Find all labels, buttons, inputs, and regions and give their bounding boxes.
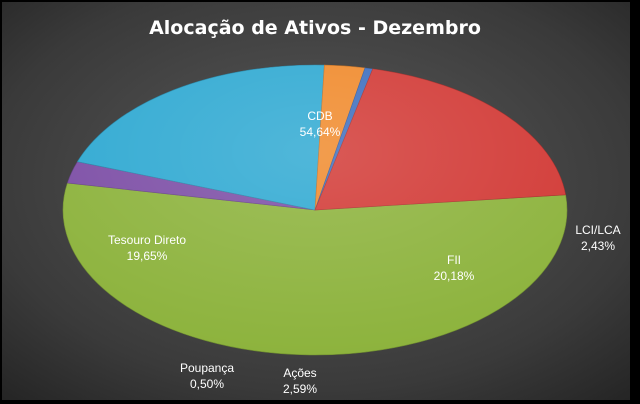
slice-label-name: FII (447, 253, 461, 267)
slice-label-name: CDB (307, 109, 332, 123)
chart-area: Alocação de Ativos - Dezembro CDB 54,64% L… (2, 2, 630, 400)
slice-label-percent: 2,59% (283, 382, 317, 396)
slice-label-name: Poupança (180, 361, 234, 375)
chart-title: Alocação de Ativos - Dezembro (149, 17, 481, 39)
slice-label-percent: 54,64% (300, 125, 341, 139)
slice-label-name: Tesouro Direto (108, 233, 186, 247)
slice-label-percent: 19,65% (127, 249, 168, 263)
slice-label-percent: 2,43% (581, 239, 615, 253)
slice-label-name: LCI/LCA (575, 223, 620, 237)
pie-chart: Alocação de Ativos - Dezembro CDB 54,64% L… (2, 2, 630, 400)
slice-label-percent: 0,50% (190, 377, 224, 391)
slice-label-percent: 20,18% (434, 269, 475, 283)
slice-label-name: Ações (283, 366, 316, 380)
data-labels: CDB 54,64% LCI/LCA 2,43% FII 20,18% Ações 2,59%… (108, 109, 621, 396)
